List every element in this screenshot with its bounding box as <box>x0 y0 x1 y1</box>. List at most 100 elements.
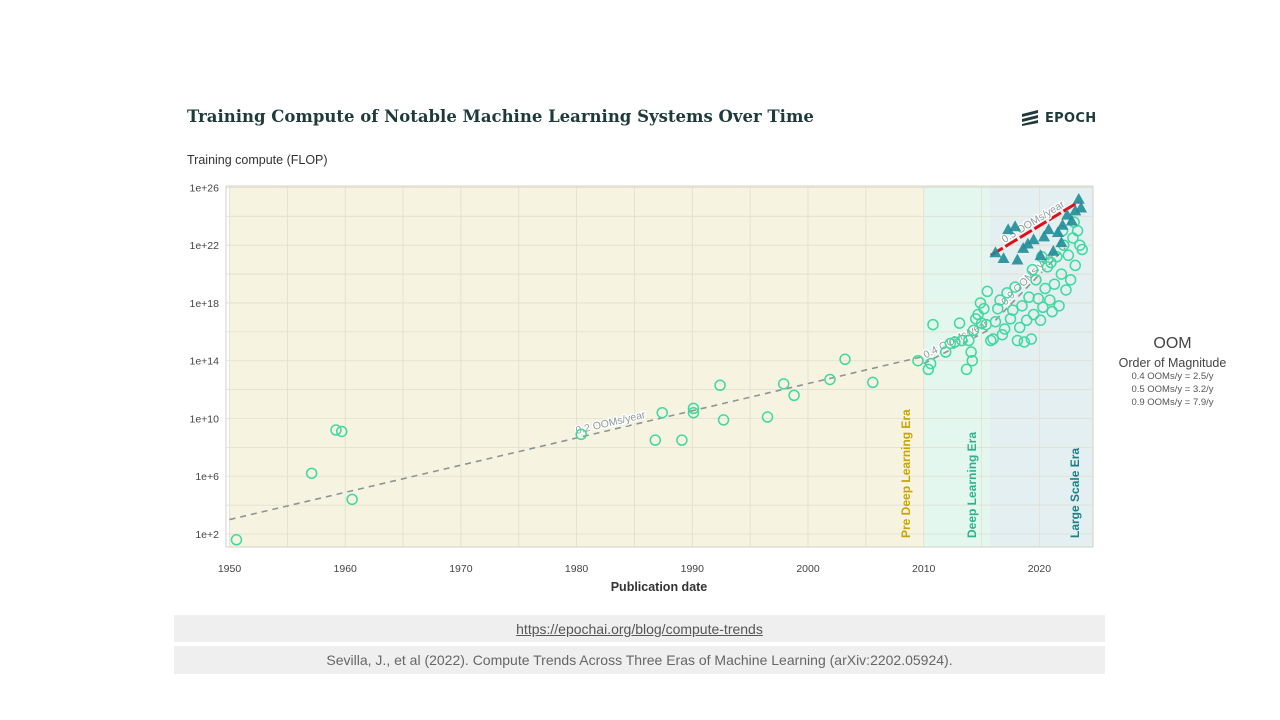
era-deep-learning-band <box>923 186 990 547</box>
data-point-circle <box>1013 321 1026 334</box>
y-tick-label: 1e+26 <box>190 182 220 194</box>
data-point-circle <box>1018 336 1031 348</box>
data-point-circle <box>346 493 358 506</box>
data-point-circle <box>1060 284 1072 296</box>
data-point-circle <box>230 534 243 546</box>
data-point-circle <box>978 302 990 315</box>
data-point-circle <box>981 285 994 298</box>
y-axis-label: Training compute (FLOP) <box>187 153 328 167</box>
data-point-circle <box>575 428 587 441</box>
data-point-circle <box>966 354 979 367</box>
data-point-circle <box>1016 300 1028 312</box>
data-point-circle <box>1007 304 1019 316</box>
data-point-circle <box>335 425 348 438</box>
x-tick-label: 2010 <box>912 563 936 575</box>
data-point-circle <box>1009 281 1021 293</box>
data-point-circle <box>717 414 730 426</box>
data-point-circle <box>656 406 668 419</box>
x-axis-label: Publication date <box>611 580 708 594</box>
data-point-circle <box>1037 301 1049 314</box>
data-point-circle <box>1032 292 1044 305</box>
data-point-circle <box>974 297 987 309</box>
data-point-circle <box>777 378 790 390</box>
data-point-circle <box>960 363 973 376</box>
data-point-circle <box>1034 314 1047 327</box>
data-point-circle <box>1001 287 1013 299</box>
data-point-circle <box>1053 300 1065 312</box>
data-point-circle <box>939 346 952 358</box>
data-point-circle <box>975 317 988 329</box>
epoch-logo: EPOCH <box>1021 110 1096 126</box>
data-point-triangle <box>1042 223 1055 235</box>
data-point-circle <box>1027 308 1040 321</box>
data-point-triangle <box>1021 237 1034 249</box>
oom-line: 0.4 OOMs/y = 2.5/y <box>1131 371 1214 382</box>
x-tick-label: 2000 <box>796 563 820 575</box>
data-point-circle <box>1020 314 1033 327</box>
source-link[interactable]: https://epochai.org/blog/compute-trends <box>516 620 763 637</box>
data-point-circle <box>839 353 851 366</box>
data-point-circle <box>944 337 957 350</box>
plot-frame <box>225 185 1094 548</box>
data-point-circle <box>649 434 662 446</box>
data-point-circle <box>987 333 999 345</box>
data-point-circle <box>1044 294 1056 306</box>
data-point-circle <box>965 346 977 358</box>
data-point-triangle <box>1069 204 1082 216</box>
data-point-circle <box>824 373 836 386</box>
data-point-triangle <box>1056 218 1069 230</box>
data-point-circle <box>1062 249 1075 262</box>
data-point-triangle <box>1038 230 1051 242</box>
data-point-circle <box>967 324 980 337</box>
data-point-triangle <box>1065 214 1078 226</box>
data-point-circle <box>687 402 700 415</box>
data-point-circle <box>953 317 966 329</box>
data-point-circle <box>912 354 924 367</box>
data-point-triangle <box>1002 223 1015 235</box>
data-point-triangle <box>1034 249 1047 261</box>
data-point-circle <box>949 336 961 348</box>
data-point-triangle <box>1072 192 1085 204</box>
epoch-stripes-icon <box>1022 110 1038 126</box>
data-point-triangle <box>1055 236 1068 248</box>
data-point-circle <box>998 323 1011 335</box>
source-link-bar: https://epochai.org/blog/compute-trends <box>174 615 1105 642</box>
trend-line <box>990 200 1080 257</box>
data-point-circle <box>1069 259 1082 272</box>
data-point-circle <box>985 334 997 347</box>
data-point-circle <box>1048 278 1061 290</box>
data-point-triangle <box>1027 233 1040 245</box>
x-tick-label: 1980 <box>565 563 589 575</box>
data-point-circle <box>687 406 700 419</box>
era-deep-learning-label: Deep Learning Era <box>965 432 979 538</box>
citation: Sevilla, J., et al (2022). Compute Trend… <box>174 646 1105 674</box>
data-point-triangle <box>1047 244 1060 256</box>
data-point-circle <box>1025 333 1038 345</box>
data-point-circle <box>922 363 935 376</box>
data-point-circle <box>996 328 1009 341</box>
logo-text: EPOCH <box>1045 110 1097 126</box>
era-large-scale-label: Large Scale Era <box>1068 448 1082 538</box>
data-point-triangle <box>989 246 1002 258</box>
data-point-triangle <box>1061 208 1074 220</box>
y-tick-label: 1e+2 <box>195 529 219 541</box>
oom-subtitle: Order of Magnitude <box>1118 356 1227 370</box>
trend-line <box>229 355 924 521</box>
data-point-triangle <box>1051 226 1064 238</box>
data-point-circle <box>963 334 975 347</box>
data-point-circle <box>761 411 774 423</box>
x-tick-label: 1950 <box>218 563 242 575</box>
data-point-circle <box>956 334 968 347</box>
data-point-circle <box>1046 305 1058 318</box>
data-point-circle <box>676 434 688 446</box>
oom-line: 0.5 OOMs/y = 3.2/y <box>1131 384 1214 395</box>
y-tick-label: 1e+18 <box>190 298 220 310</box>
data-point-circle <box>1011 334 1024 347</box>
data-point-circle <box>305 467 318 480</box>
data-point-circle <box>989 315 1002 328</box>
trend-line <box>994 247 1066 321</box>
x-tick-label: 1970 <box>449 563 473 575</box>
oom-legend: OOM Order of Magnitude 0.4 OOMs/y = 2.5/… <box>1110 335 1235 409</box>
data-point-circle <box>1076 243 1088 256</box>
